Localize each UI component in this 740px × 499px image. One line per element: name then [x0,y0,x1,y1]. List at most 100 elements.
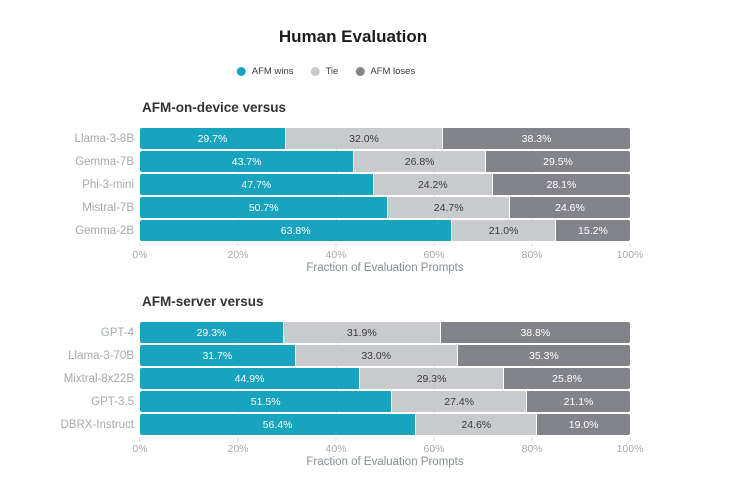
bar-segment-win: 29.3% [140,322,283,343]
bar-segment-lose: 25.8% [504,368,630,389]
bar-segment-win: 51.5% [140,391,392,412]
x-axis-tick-mark [335,437,337,441]
bar-segment-lose: 29.5% [486,151,630,172]
x-axis-tick-label: 20% [227,443,249,455]
bar-segment-tie: 31.9% [283,322,440,343]
bar-segment-tie: 21.0% [452,220,555,241]
bar-track: 29.7% 32.0% 38.3% [140,128,630,149]
x-axis-tick-label: 0% [132,249,148,261]
bar-track: 43.7% 26.8% 29.5% [140,151,630,172]
x-axis: 0% 20% 40% 60% 80% 100% [132,243,643,261]
x-axis-tick: 20% [227,243,249,261]
x-axis-title: Fraction of Evaluation Prompts [306,262,464,274]
x-axis-tick: 80% [521,243,543,261]
chart-section-on-device: AFM-on-device versus Llama-3-8B 29.7% 32.0… [0,100,740,274]
bar-track: 44.9% 29.3% 25.8% [140,368,630,389]
bar-rows: Llama-3-8B 29.7% 32.0% 38.3% Gemma-7B 43.7% 26… [75,128,630,241]
x-axis-tick: 20% [227,437,249,455]
x-axis-title: Fraction of Evaluation Prompts [306,456,464,468]
bar-segment-win: 56.4% [140,414,416,435]
bar-segment-lose: 21.1% [527,391,630,412]
x-axis-tick: 80% [521,437,543,455]
bar-segment-lose: 15.2% [555,220,630,241]
x-axis-tick-mark [531,437,533,441]
bar-segment-tie: 32.0% [285,128,443,149]
section-title: AFM-on-device versus [142,100,287,115]
x-axis-tick: 40% [325,437,347,455]
x-axis-tick: 60% [423,437,445,455]
x-axis-tick-label: 80% [521,249,543,261]
section-title: AFM-server versus [142,294,264,309]
bar-segment-tie: 33.0% [295,345,457,366]
bar-row: Gemma-2B 63.8% 21.0% 15.2% [75,220,630,241]
plot-area: Llama-3-8B 29.7% 32.0% 38.3% Gemma-7B 43.7% 26… [75,128,630,241]
bar-row: Llama-3-70B 31.7% 33.0% 35.3% [68,345,631,366]
bar-track: 50.7% 24.7% 24.6% [140,197,630,218]
x-axis-tick-mark [139,243,141,247]
x-axis-tick-mark [139,437,141,441]
x-axis-tick-label: 40% [325,249,347,261]
x-axis: 0% 20% 40% 60% 80% 100% [132,437,643,455]
x-axis-tick-label: 20% [227,249,249,261]
x-axis-tick: 40% [325,243,347,261]
bar-segment-win: 29.7% [140,128,285,149]
x-axis-tick-label: 100% [616,249,644,261]
bar-track: 29.3% 31.9% 38.8% [140,322,630,343]
bar-segment-tie: 24.6% [416,414,537,435]
bar-segment-win: 50.7% [140,197,388,218]
legend-label: Tie [325,66,339,77]
bar-row: DBRX-Instruct 56.4% 24.6% 19.0% [61,414,630,435]
x-axis-tick-label: 100% [616,443,644,455]
bar-segment-lose: 35.3% [457,345,631,366]
x-axis-tick-mark [237,243,239,247]
legend-dot-icon [310,67,320,76]
bar-segment-lose: 38.3% [443,128,630,149]
bar-segment-win: 47.7% [140,174,373,195]
category-label: Mixtral-8x22B [63,372,134,385]
bar-row: Mixtral-8x22B 44.9% 29.3% 25.8% [64,368,630,389]
x-axis-tick: 100% [616,243,644,261]
x-axis-tick-mark [433,243,435,247]
x-axis-tick-mark [335,243,337,247]
bar-track: 47.7% 24.2% 28.1% [140,174,630,195]
x-axis-tick: 60% [423,243,445,261]
category-label: GPT-4 [100,326,134,339]
legend-dot-icon [236,67,246,76]
legend-label: AFM wins [251,66,294,77]
bar-segment-tie: 24.2% [373,174,492,195]
bar-segment-lose: 38.8% [440,322,630,343]
legend-item: AFM wins [236,66,294,77]
legend-item: AFM loses [355,66,415,77]
x-axis-tick-mark [531,243,533,247]
x-axis-tick: 0% [132,437,148,455]
category-label: GPT-3.5 [91,395,134,408]
bar-segment-tie: 26.8% [354,151,486,172]
bar-segment-tie: 27.4% [392,391,527,412]
bar-row: Phi-3-mini 47.7% 24.2% 28.1% [82,174,630,195]
bar-row: GPT-4 29.3% 31.9% 38.8% [101,322,630,343]
category-label: Phi-3-mini [82,178,134,191]
bar-rows: GPT-4 29.3% 31.9% 38.8% Llama-3-70B 31.7% 33.0… [61,322,631,435]
bar-segment-lose: 28.1% [492,174,630,195]
category-label: Llama-3-70B [68,349,134,362]
bar-track: 63.8% 21.0% 15.2% [140,220,630,241]
chart-section-server: AFM-server versus GPT-4 29.3% 31.9% 38.8% Ll… [0,294,740,468]
x-axis-tick-label: 60% [423,249,445,261]
x-axis-tick-label: 40% [325,443,347,455]
chart-title: Human Evaluation [278,27,428,46]
x-axis-tick: 100% [616,437,644,455]
bar-segment-tie: 24.7% [388,197,509,218]
category-label: Gemma-2B [75,224,134,237]
x-axis-tick-mark [433,437,435,441]
bar-track: 56.4% 24.6% 19.0% [140,414,630,435]
x-axis-tick-label: 60% [423,443,445,455]
bar-row: Gemma-7B 43.7% 26.8% 29.5% [75,151,630,172]
x-axis-tick-mark [237,437,239,441]
x-axis-tick: 0% [132,243,148,261]
bar-row: GPT-3.5 51.5% 27.4% 21.1% [91,391,630,412]
legend-item: Tie [310,66,338,77]
x-axis-tick-mark [629,243,631,247]
bar-segment-win: 44.9% [140,368,360,389]
bar-row: Mistral-7B 50.7% 24.7% 24.6% [82,197,630,218]
